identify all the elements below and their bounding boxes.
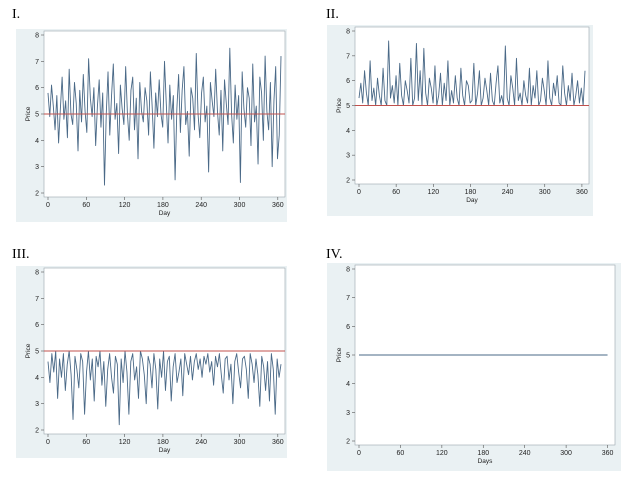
y-tick-label: 5 [346, 103, 350, 110]
x-axis-label: Days [478, 458, 494, 465]
y-tick-label: 8 [35, 33, 39, 40]
y-tick-label: 5 [346, 353, 350, 360]
x-tick-label: 300 [539, 189, 551, 196]
x-axis-label: Day [159, 210, 171, 217]
y-tick-label: 8 [346, 267, 350, 274]
x-tick-label: 240 [502, 189, 514, 196]
x-tick-label: 60 [82, 439, 90, 446]
x-tick-label: 360 [576, 189, 588, 196]
price-series-line [47, 350, 282, 426]
x-axis-label: Day [466, 197, 478, 204]
y-tick-label: 3 [35, 401, 39, 408]
y-tick-label: 4 [35, 138, 39, 145]
price-series-line [358, 40, 586, 106]
y-tick-label: 6 [35, 85, 39, 92]
x-tick-label: 120 [119, 202, 131, 209]
y-tick-label: 5 [35, 349, 39, 356]
y-tick-label: 8 [35, 270, 39, 277]
x-axis-label: Day [159, 447, 171, 454]
y-tick-label: 7 [346, 53, 350, 60]
y-tick-label: 8 [346, 29, 350, 36]
x-tick-label: 300 [560, 450, 572, 457]
x-tick-label: 240 [195, 202, 207, 209]
y-tick-label: 2 [35, 428, 39, 435]
y-tick-label: 6 [346, 324, 350, 331]
chart-panel-2: II. 2 3 4 5 6 7 8 0 60 120 180 240 300 360 Day Price [326, 7, 593, 216]
x-tick-label: 0 [46, 202, 50, 209]
panel-label: I. [12, 7, 20, 22]
y-axis-label: Price [25, 106, 32, 121]
chart-panel-4: IV. 2 3 4 5 6 7 8 0 60 120 180 240 300 360 Days Price [326, 247, 621, 471]
y-tick-label: 4 [346, 381, 350, 388]
x-tick-label: 0 [357, 450, 361, 457]
y-tick-label: 6 [35, 322, 39, 329]
x-tick-label: 120 [436, 450, 448, 457]
x-tick-label: 0 [46, 439, 50, 446]
x-tick-label: 60 [392, 189, 400, 196]
x-tick-label: 240 [195, 439, 207, 446]
x-tick-label: 360 [272, 439, 284, 446]
y-tick-label: 3 [35, 164, 39, 171]
y-tick-label: 4 [346, 128, 350, 135]
y-axis-label: Price [336, 98, 343, 113]
x-tick-label: 300 [234, 439, 246, 446]
x-tick-label: 180 [157, 202, 169, 209]
x-tick-label: 300 [234, 202, 246, 209]
x-tick-label: 60 [397, 450, 405, 457]
chart-panel-1: I. 2 3 4 5 6 7 8 0 60 120 180 240 300 360 Day Price [12, 7, 287, 222]
y-tick-label: 2 [346, 178, 350, 185]
y-tick-label: 2 [35, 191, 39, 198]
chart-panel-3: III. 2 3 4 5 6 7 8 0 60 120 180 240 300 360 Day Price [12, 247, 287, 458]
x-tick-label: 120 [119, 439, 131, 446]
panel-label: IV. [326, 247, 342, 262]
y-tick-label: 7 [35, 296, 39, 303]
x-tick-label: 360 [272, 202, 284, 209]
y-tick-label: 2 [346, 439, 350, 446]
y-tick-label: 3 [346, 410, 350, 417]
x-tick-label: 0 [357, 189, 361, 196]
x-tick-label: 180 [477, 450, 489, 457]
y-tick-label: 4 [35, 375, 39, 382]
y-axis-label: Price [25, 343, 32, 358]
x-tick-label: 360 [602, 450, 614, 457]
y-tick-label: 3 [346, 153, 350, 160]
price-series-line [47, 47, 282, 186]
x-tick-label: 240 [519, 450, 531, 457]
y-tick-label: 5 [35, 112, 39, 119]
panel-label: II. [326, 7, 339, 22]
x-tick-label: 60 [82, 202, 90, 209]
y-tick-label: 7 [346, 295, 350, 302]
y-tick-label: 7 [35, 59, 39, 66]
x-tick-label: 180 [465, 189, 477, 196]
panel-label: III. [12, 247, 30, 262]
y-axis-label: Price [336, 347, 343, 362]
y-tick-label: 6 [346, 78, 350, 85]
x-tick-label: 180 [157, 439, 169, 446]
x-tick-label: 120 [427, 189, 439, 196]
